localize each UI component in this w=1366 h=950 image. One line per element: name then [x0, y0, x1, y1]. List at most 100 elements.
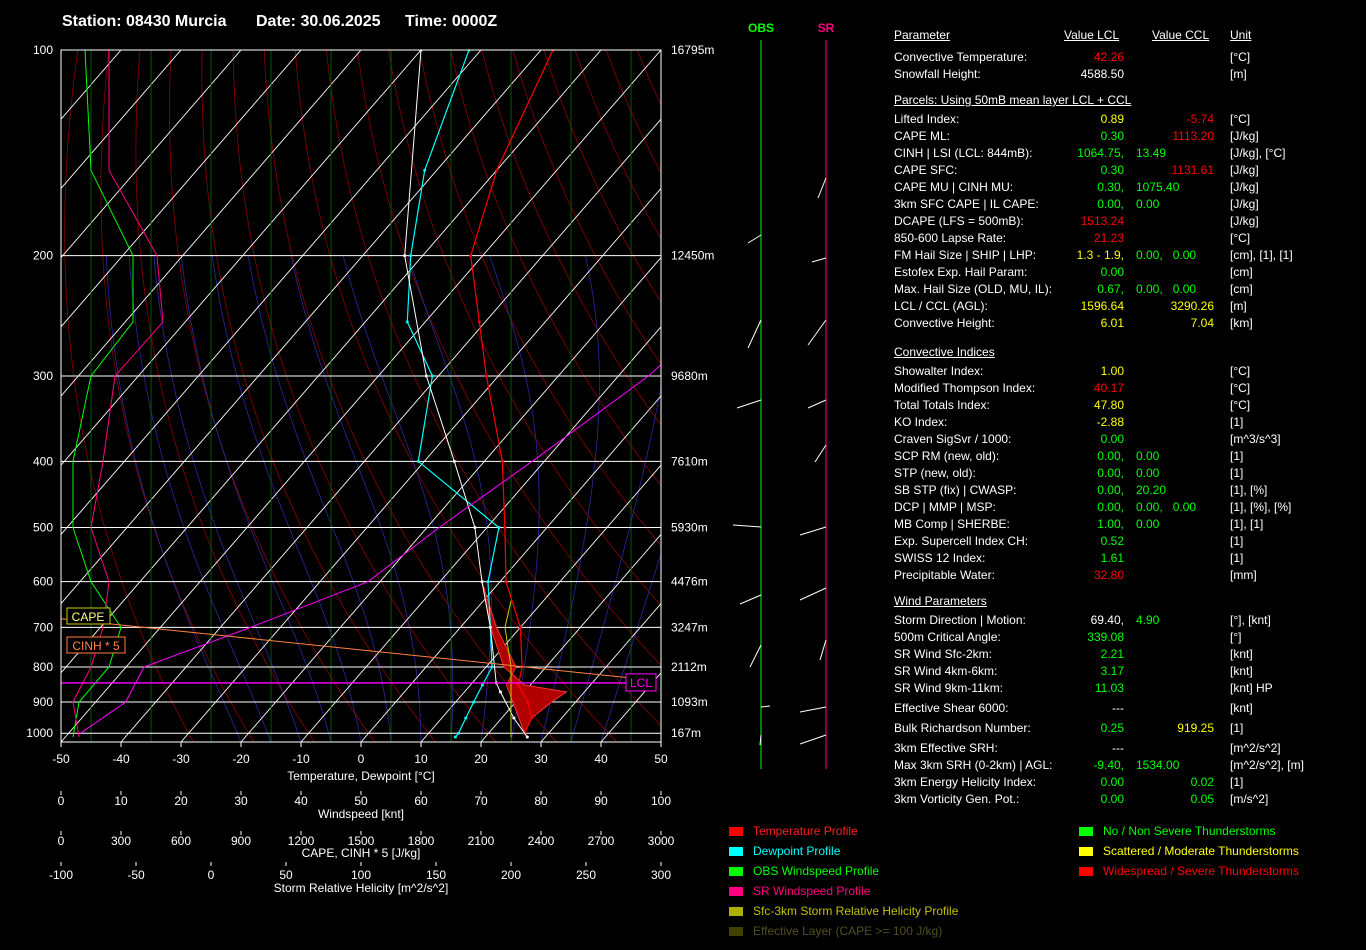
- wind-barb: [732, 524, 762, 528]
- legend-swatch: [1079, 847, 1093, 857]
- parameter-row: Precipitable Water: 32.80 [mm]: [894, 568, 1354, 585]
- parameter-label: LCL / CCL (AGL):: [894, 299, 988, 313]
- parameter-row: CAPE ML: 0.30 1113.20 [J/kg]: [894, 129, 1354, 146]
- parameter-row: Total Totals Index: 47.80 [°C]: [894, 398, 1354, 415]
- wind-barb: [814, 444, 827, 463]
- parameter-label: Lifted Index:: [894, 112, 960, 126]
- value-lcl: 1064.75,: [1077, 146, 1124, 160]
- parameter-row: DCP | MMP | MSP: 0.00, 0.00, 0.00 [1], [%],…: [894, 500, 1354, 517]
- value-ccl: 0.00, 0.00: [1136, 248, 1197, 262]
- value-ccl: 0.00, 0.00: [1136, 282, 1197, 296]
- value-lcl: 11.03: [1094, 681, 1124, 695]
- value-lcl: 0.00: [1100, 775, 1124, 789]
- parameter-unit: [cm], [1], [1]: [1230, 248, 1293, 262]
- wind-barb: [819, 639, 827, 661]
- parameter-label: CAPE SFC:: [894, 163, 958, 177]
- value-lcl: 0.30: [1100, 163, 1124, 177]
- parameter-row: Max. Hail Size (OLD, MU, IL): 0.67, 0.00, …: [894, 282, 1354, 299]
- cape-label: CAPE: [72, 610, 105, 624]
- dry-adiabat: [326, 50, 661, 727]
- parameter-row: Convective Temperature: 42.26 [°C]: [894, 50, 1354, 67]
- parameter-label: Convective Height:: [894, 316, 995, 330]
- legend-label: Effective Layer (CAPE >= 100 J/kg): [753, 924, 943, 938]
- parameter-unit: [mm]: [1230, 568, 1257, 582]
- value-ccl: 1534.00: [1136, 758, 1180, 772]
- parameter-unit: [°]: [1230, 630, 1242, 644]
- parameter-unit: [°C]: [1230, 398, 1251, 412]
- cape-area: [481, 581, 568, 735]
- value-ccl: -5.74: [1186, 112, 1214, 126]
- parameter-row: KO Index: -2.88 [1]: [894, 415, 1354, 432]
- isotherm: [61, 50, 602, 674]
- dry-adiabat: [135, 50, 315, 742]
- cape-axis-tick-label: 900: [231, 834, 251, 848]
- temp-tick-label: 40: [594, 752, 608, 766]
- parameter-unit: [J/kg], [°C]: [1230, 146, 1286, 160]
- legend-swatch: [729, 927, 743, 937]
- parameter-row: Lifted Index: 0.89 -5.74 [°C]: [894, 112, 1354, 129]
- legend-swatch: [1079, 867, 1093, 877]
- isotherm: [61, 50, 422, 466]
- wind-axis-tick-label: 50: [354, 794, 368, 808]
- wind-axis-tick-label: 100: [651, 794, 671, 808]
- parameter-unit: [m]: [1230, 67, 1247, 81]
- parameter-row: Snowfall Height: 4588.50 [m]: [894, 67, 1354, 84]
- parameter-label: CAPE MU | CINH MU:: [894, 180, 1014, 194]
- temperature-point: [477, 320, 481, 324]
- dry-adiabat: [232, 50, 497, 742]
- srh-tick-label: 0: [208, 868, 215, 882]
- srh-tick-label: 200: [501, 868, 521, 882]
- dewpoint-point: [490, 665, 494, 669]
- moist-adiabat: [407, 255, 492, 742]
- pressure-label: 1000: [26, 726, 53, 740]
- cinh-label: CINH * 5: [72, 639, 120, 653]
- pressure-label: 200: [33, 249, 53, 263]
- parameter-label: Modified Thompson Index:: [894, 381, 1036, 395]
- cape-box: [66, 607, 111, 625]
- parameter-unit: [m^3/s^3]: [1230, 432, 1281, 446]
- parameter-unit: [J/kg]: [1230, 129, 1259, 143]
- value-lcl: 0.00: [1100, 265, 1124, 279]
- parcel-point: [525, 735, 529, 739]
- temperature-point: [469, 254, 473, 258]
- parameter-row: Exp. Supercell Index CH: 0.52 [1]: [894, 534, 1354, 551]
- temperature-point: [495, 168, 499, 172]
- lcl-label: LCL: [630, 676, 652, 690]
- dewpoint-point: [457, 731, 461, 735]
- parameter-label: CAPE ML:: [894, 129, 951, 143]
- parameter-label: MB Comp | SHERBE:: [894, 517, 1010, 531]
- parameter-row: Showalter Index: 1.00 [°C]: [894, 364, 1354, 381]
- parameter-label: KO Index:: [894, 415, 948, 429]
- section-title: Wind Parameters: [894, 594, 987, 608]
- wind-barb: [807, 399, 827, 409]
- profiles: [80, 50, 661, 739]
- sr-windspeed-profile: [72, 50, 164, 738]
- cape-axis-tick-label: 2700: [588, 834, 615, 848]
- dry-adiabat: [294, 50, 618, 742]
- temp-axis-label: Temperature, Dewpoint [°C]: [287, 769, 435, 783]
- value-ccl: 0.00, 0.00: [1136, 500, 1197, 514]
- parameter-unit: [1]: [1230, 415, 1244, 429]
- wind-barb: [747, 319, 762, 349]
- value-lcl: -2.88: [1096, 415, 1124, 429]
- parameter-unit: [°C]: [1230, 231, 1251, 245]
- cinh-line: [60, 618, 641, 680]
- isotherm: [61, 50, 362, 397]
- parameter-label: DCP | MMP | MSP:: [894, 500, 996, 514]
- section-title: Parcels: Using 50mB mean layer LCL + CCL: [894, 93, 1132, 107]
- parameter-unit: [1], [%], [%]: [1230, 500, 1292, 514]
- pressure-label: 300: [33, 369, 53, 383]
- parameter-unit: [°C]: [1230, 50, 1251, 64]
- dewpoint-point: [480, 683, 484, 687]
- value-ccl: 0.00: [1136, 449, 1160, 463]
- cape-axis-tick-label: 1500: [348, 834, 375, 848]
- parameter-row: Bulk Richardson Number: 0.25 919.25 [1]: [894, 721, 1354, 738]
- wind-barb: [807, 319, 827, 346]
- wind-axis-tick-label: 20: [174, 794, 188, 808]
- isotherm: [540, 602, 661, 742]
- legend-swatch: [729, 907, 743, 917]
- wind-axis-tick-label: 30: [234, 794, 248, 808]
- parameter-label: Craven SigSvr / 1000:: [894, 432, 1012, 446]
